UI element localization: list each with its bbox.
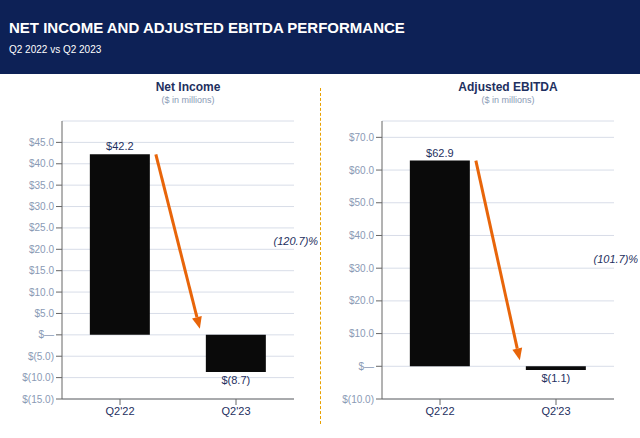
svg-text:$(10.0): $(10.0) — [342, 394, 374, 405]
svg-text:$35.0: $35.0 — [29, 180, 54, 191]
svg-text:$10.0: $10.0 — [29, 287, 54, 298]
svg-text:$15.0: $15.0 — [29, 265, 54, 276]
svg-text:$25.0: $25.0 — [29, 222, 54, 233]
svg-text:$(10.0): $(10.0) — [22, 372, 54, 383]
svg-text:$(5.0): $(5.0) — [28, 351, 54, 362]
svg-text:$62.9: $62.9 — [426, 147, 454, 159]
svg-text:Q2'23: Q2'23 — [221, 405, 250, 417]
svg-text:$20.0: $20.0 — [29, 244, 54, 255]
svg-text:$—: $— — [358, 361, 374, 372]
svg-text:$—: $— — [38, 329, 54, 340]
svg-text:$20.0: $20.0 — [349, 295, 374, 306]
svg-text:$70.0: $70.0 — [349, 132, 374, 143]
svg-text:$(15.0): $(15.0) — [22, 394, 54, 405]
html-text:Adjusted EBITDA: Adjusted EBITDA — [458, 80, 558, 94]
svg-text:$50.0: $50.0 — [349, 197, 374, 208]
svg-text:$10.0: $10.0 — [349, 328, 374, 339]
svg-text:(120.7)%: (120.7)% — [274, 235, 318, 247]
svg-text:Q2'23: Q2'23 — [541, 405, 570, 417]
svg-text:Q2'22: Q2'22 — [105, 405, 134, 417]
svg-text:$40.0: $40.0 — [29, 158, 54, 169]
html-text:NET INCOME AND ADJUSTED EBITDA: NET INCOME AND ADJUSTED EBITDA PERFORMAN… — [9, 19, 405, 36]
html-text:($ in millions): ($ in millions) — [481, 95, 535, 105]
svg-text:$60.0: $60.0 — [349, 165, 374, 176]
svg-text:Q2'22: Q2'22 — [425, 405, 454, 417]
svg-text:$(8.7): $(8.7) — [221, 374, 250, 386]
html-text:($ in millions): ($ in millions) — [161, 95, 215, 105]
svg-text:$30.0: $30.0 — [29, 201, 54, 212]
svg-text:$30.0: $30.0 — [349, 263, 374, 274]
svg-text:$40.0: $40.0 — [349, 230, 374, 241]
svg-text:$45.0: $45.0 — [29, 137, 54, 148]
svg-text:$5.0: $5.0 — [35, 308, 55, 319]
svg-text:(101.7)%: (101.7)% — [594, 253, 632, 265]
svg-text:$42.2: $42.2 — [106, 140, 134, 152]
svg-text:$(1.1): $(1.1) — [541, 372, 570, 384]
html-text:Q2 2022 vs Q2 2023: Q2 2022 vs Q2 2023 — [9, 44, 102, 55]
html-text:Net Income: Net Income — [155, 80, 221, 94]
